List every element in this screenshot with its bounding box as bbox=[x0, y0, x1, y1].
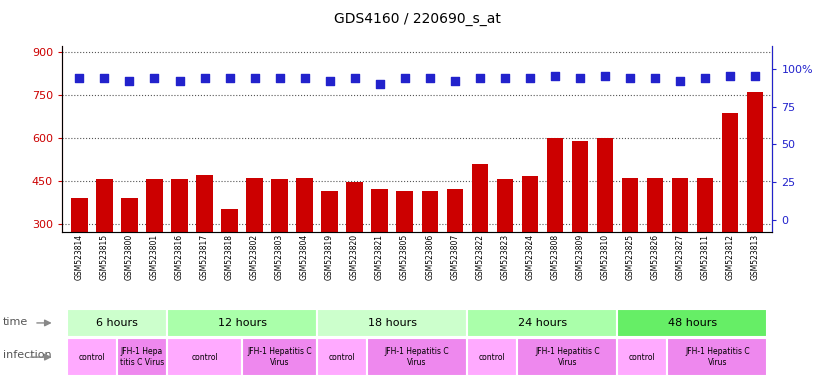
Point bbox=[273, 75, 286, 81]
Bar bbox=[667, 338, 767, 376]
Text: control: control bbox=[329, 353, 355, 362]
Bar bbox=[617, 338, 667, 376]
Text: 24 hours: 24 hours bbox=[518, 318, 567, 328]
Bar bbox=[317, 309, 468, 337]
Point bbox=[73, 75, 86, 81]
Bar bbox=[246, 178, 263, 232]
Bar bbox=[468, 309, 617, 337]
Bar bbox=[447, 189, 463, 232]
Text: JFH-1 Hepatitis C
Virus: JFH-1 Hepatitis C Virus bbox=[685, 348, 749, 367]
Bar bbox=[622, 178, 638, 232]
Point bbox=[473, 75, 487, 81]
Bar bbox=[67, 309, 167, 337]
Point bbox=[97, 75, 111, 81]
Text: 18 hours: 18 hours bbox=[368, 318, 416, 328]
Bar bbox=[696, 178, 713, 232]
Point bbox=[373, 81, 387, 87]
Point bbox=[448, 78, 461, 84]
Bar bbox=[146, 179, 163, 232]
Text: 12 hours: 12 hours bbox=[217, 318, 267, 328]
Bar bbox=[346, 182, 363, 232]
Point bbox=[523, 75, 536, 81]
Bar bbox=[496, 179, 513, 232]
Bar bbox=[321, 191, 338, 232]
Bar bbox=[97, 179, 112, 232]
Bar bbox=[468, 338, 517, 376]
Bar bbox=[421, 191, 438, 232]
Bar bbox=[367, 338, 468, 376]
Bar bbox=[221, 209, 238, 232]
Point bbox=[173, 78, 186, 84]
Bar bbox=[117, 338, 167, 376]
Point bbox=[248, 75, 261, 81]
Point bbox=[748, 73, 762, 79]
Text: 48 hours: 48 hours bbox=[667, 318, 717, 328]
Text: 6 hours: 6 hours bbox=[96, 318, 138, 328]
Text: control: control bbox=[78, 353, 106, 362]
Point bbox=[398, 75, 411, 81]
Point bbox=[223, 75, 236, 81]
Text: JFH-1 Hepatitis C
Virus: JFH-1 Hepatitis C Virus bbox=[535, 348, 600, 367]
Bar bbox=[372, 189, 387, 232]
Bar bbox=[197, 175, 212, 232]
Point bbox=[573, 75, 586, 81]
Point bbox=[298, 75, 311, 81]
Bar bbox=[396, 191, 413, 232]
Bar bbox=[596, 138, 613, 232]
Bar bbox=[747, 92, 763, 232]
Bar bbox=[167, 309, 317, 337]
Text: infection: infection bbox=[3, 350, 52, 360]
Bar bbox=[272, 179, 287, 232]
Bar bbox=[672, 178, 688, 232]
Bar bbox=[67, 338, 117, 376]
Point bbox=[598, 73, 611, 79]
Point bbox=[323, 78, 336, 84]
Point bbox=[148, 75, 161, 81]
Bar bbox=[171, 179, 188, 232]
Point bbox=[698, 75, 711, 81]
Text: time: time bbox=[3, 316, 28, 326]
Bar bbox=[472, 164, 488, 232]
Bar bbox=[121, 198, 138, 232]
Bar bbox=[517, 338, 617, 376]
Bar bbox=[647, 178, 663, 232]
Bar bbox=[167, 338, 242, 376]
Point bbox=[724, 73, 737, 79]
Text: GDS4160 / 220690_s_at: GDS4160 / 220690_s_at bbox=[334, 12, 501, 25]
Point bbox=[123, 78, 136, 84]
Text: JFH-1 Hepatitis C
Virus: JFH-1 Hepatitis C Virus bbox=[385, 348, 449, 367]
Bar bbox=[521, 177, 538, 232]
Text: JFH-1 Hepatitis C
Virus: JFH-1 Hepatitis C Virus bbox=[247, 348, 312, 367]
Bar bbox=[242, 338, 317, 376]
Point bbox=[423, 75, 436, 81]
Bar bbox=[617, 309, 767, 337]
Bar bbox=[572, 141, 588, 232]
Bar bbox=[71, 198, 88, 232]
Point bbox=[648, 75, 662, 81]
Point bbox=[548, 73, 562, 79]
Point bbox=[498, 75, 511, 81]
Point bbox=[198, 75, 211, 81]
Text: JFH-1 Hepa
titis C Virus: JFH-1 Hepa titis C Virus bbox=[120, 348, 164, 367]
Bar bbox=[722, 113, 738, 232]
Point bbox=[673, 78, 686, 84]
Bar bbox=[317, 338, 367, 376]
Bar bbox=[547, 138, 563, 232]
Point bbox=[623, 75, 636, 81]
Point bbox=[348, 75, 361, 81]
Text: control: control bbox=[191, 353, 218, 362]
Bar bbox=[297, 178, 313, 232]
Text: control: control bbox=[479, 353, 506, 362]
Text: control: control bbox=[629, 353, 656, 362]
